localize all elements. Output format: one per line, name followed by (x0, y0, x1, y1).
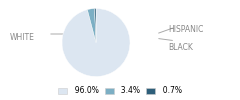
Wedge shape (62, 8, 130, 76)
Legend:   96.0%,   3.4%,   0.7%: 96.0%, 3.4%, 0.7% (58, 86, 182, 96)
Text: WHITE: WHITE (10, 34, 35, 42)
Wedge shape (87, 8, 96, 42)
Text: HISPANIC: HISPANIC (168, 26, 203, 34)
Wedge shape (95, 8, 96, 42)
Text: BLACK: BLACK (168, 44, 193, 52)
